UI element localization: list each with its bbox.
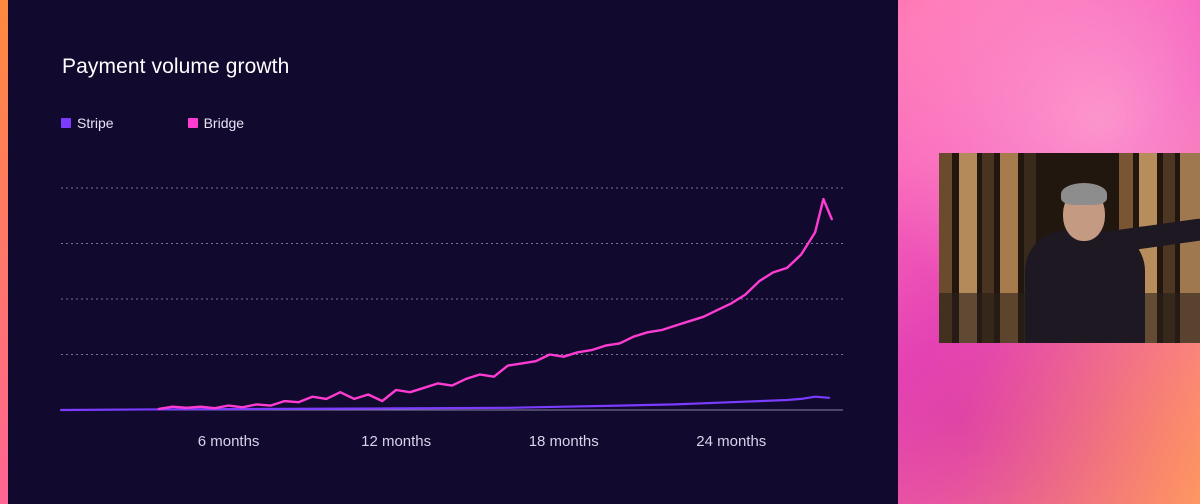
- x-tick-label: 18 months: [529, 433, 599, 450]
- speaker-video: [939, 153, 1200, 343]
- legend-label-bridge: Bridge: [203, 115, 245, 131]
- line-chart: 6 months 12 months 18 months 24 months: [59, 187, 843, 450]
- chart-title: Payment volume growth: [62, 55, 290, 78]
- series-line-stripe: [59, 395, 831, 412]
- legend-item-stripe: Stripe: [61, 115, 114, 131]
- x-tick-label: 6 months: [198, 433, 260, 450]
- chart-slide: Payment volume growth Stripe Bridge 6 mo…: [8, 0, 898, 504]
- legend-swatch-bridge: [187, 118, 198, 128]
- series-line-bridge: [157, 197, 833, 411]
- chart-legend: Stripe Bridge: [61, 115, 244, 131]
- x-tick-label: 12 months: [361, 433, 431, 450]
- speaker-hair: [1061, 183, 1107, 205]
- legend-label-stripe: Stripe: [77, 115, 114, 131]
- x-tick-label: 24 months: [696, 433, 766, 450]
- legend-swatch-stripe: [61, 118, 71, 128]
- legend-item-bridge: Bridge: [187, 115, 245, 131]
